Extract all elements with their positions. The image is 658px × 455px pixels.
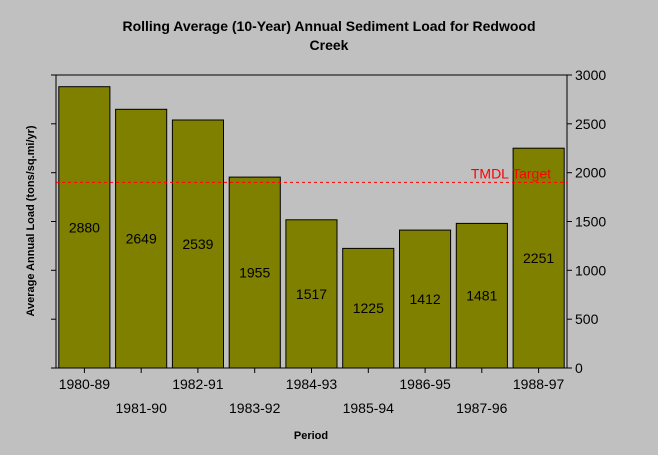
bar-1983-92 [228,176,281,369]
x-tick-label-1984-93: 1984-93 [286,376,338,392]
bar-1988-97 [512,147,565,369]
bar-1986-95 [399,229,452,369]
x-axis-label: Period [294,430,328,442]
tmdl-target-label: TMDL Target [471,165,551,181]
x-tick-label-1982-91: 1982-91 [172,376,224,392]
x-tick-label-1981-90: 1981-90 [116,400,168,416]
data-label-1985-94: 1225 [353,300,384,316]
y-tick-label-2000: 2000 [575,165,606,181]
y-tick-label-2500: 2500 [575,116,606,132]
x-tick-label-1987-96: 1987-96 [456,400,508,416]
x-tick-label-1988-97: 1988-97 [513,376,565,392]
y-tick-label-1500: 1500 [575,214,606,230]
chart-title-line-2: Creek [310,37,349,53]
bar-1981-90 [115,108,168,369]
y-tick-label-3000: 3000 [575,67,606,83]
y-tick-label-0: 0 [575,360,583,376]
y-tick-label-500: 500 [575,311,599,327]
y-tick-label-1000: 1000 [575,262,606,278]
bar-1980-89 [58,86,111,369]
data-label-1984-93: 1517 [296,286,327,302]
data-label-1988-97: 2251 [523,250,554,266]
bar-1984-93 [285,219,338,369]
bar-1982-91 [171,119,224,369]
x-tick-label-1986-95: 1986-95 [399,376,451,392]
x-tick-label-1985-94: 1985-94 [343,400,395,416]
data-label-1983-92: 1955 [239,265,270,281]
data-label-1987-96: 1481 [466,288,497,304]
x-tick-label-1980-89: 1980-89 [59,376,111,392]
data-label-1986-95: 1412 [410,291,441,307]
data-label-1981-90: 2649 [126,231,157,247]
x-tick-label-1983-92: 1983-92 [229,400,281,416]
data-label-1980-89: 2880 [69,219,100,235]
data-label-1982-91: 2539 [182,236,213,252]
chart-title-line-1: Rolling Average (10-Year) Annual Sedimen… [122,18,535,34]
y-axis-label: Average Annual Load (tons/sq.mi/yr) [25,125,37,316]
